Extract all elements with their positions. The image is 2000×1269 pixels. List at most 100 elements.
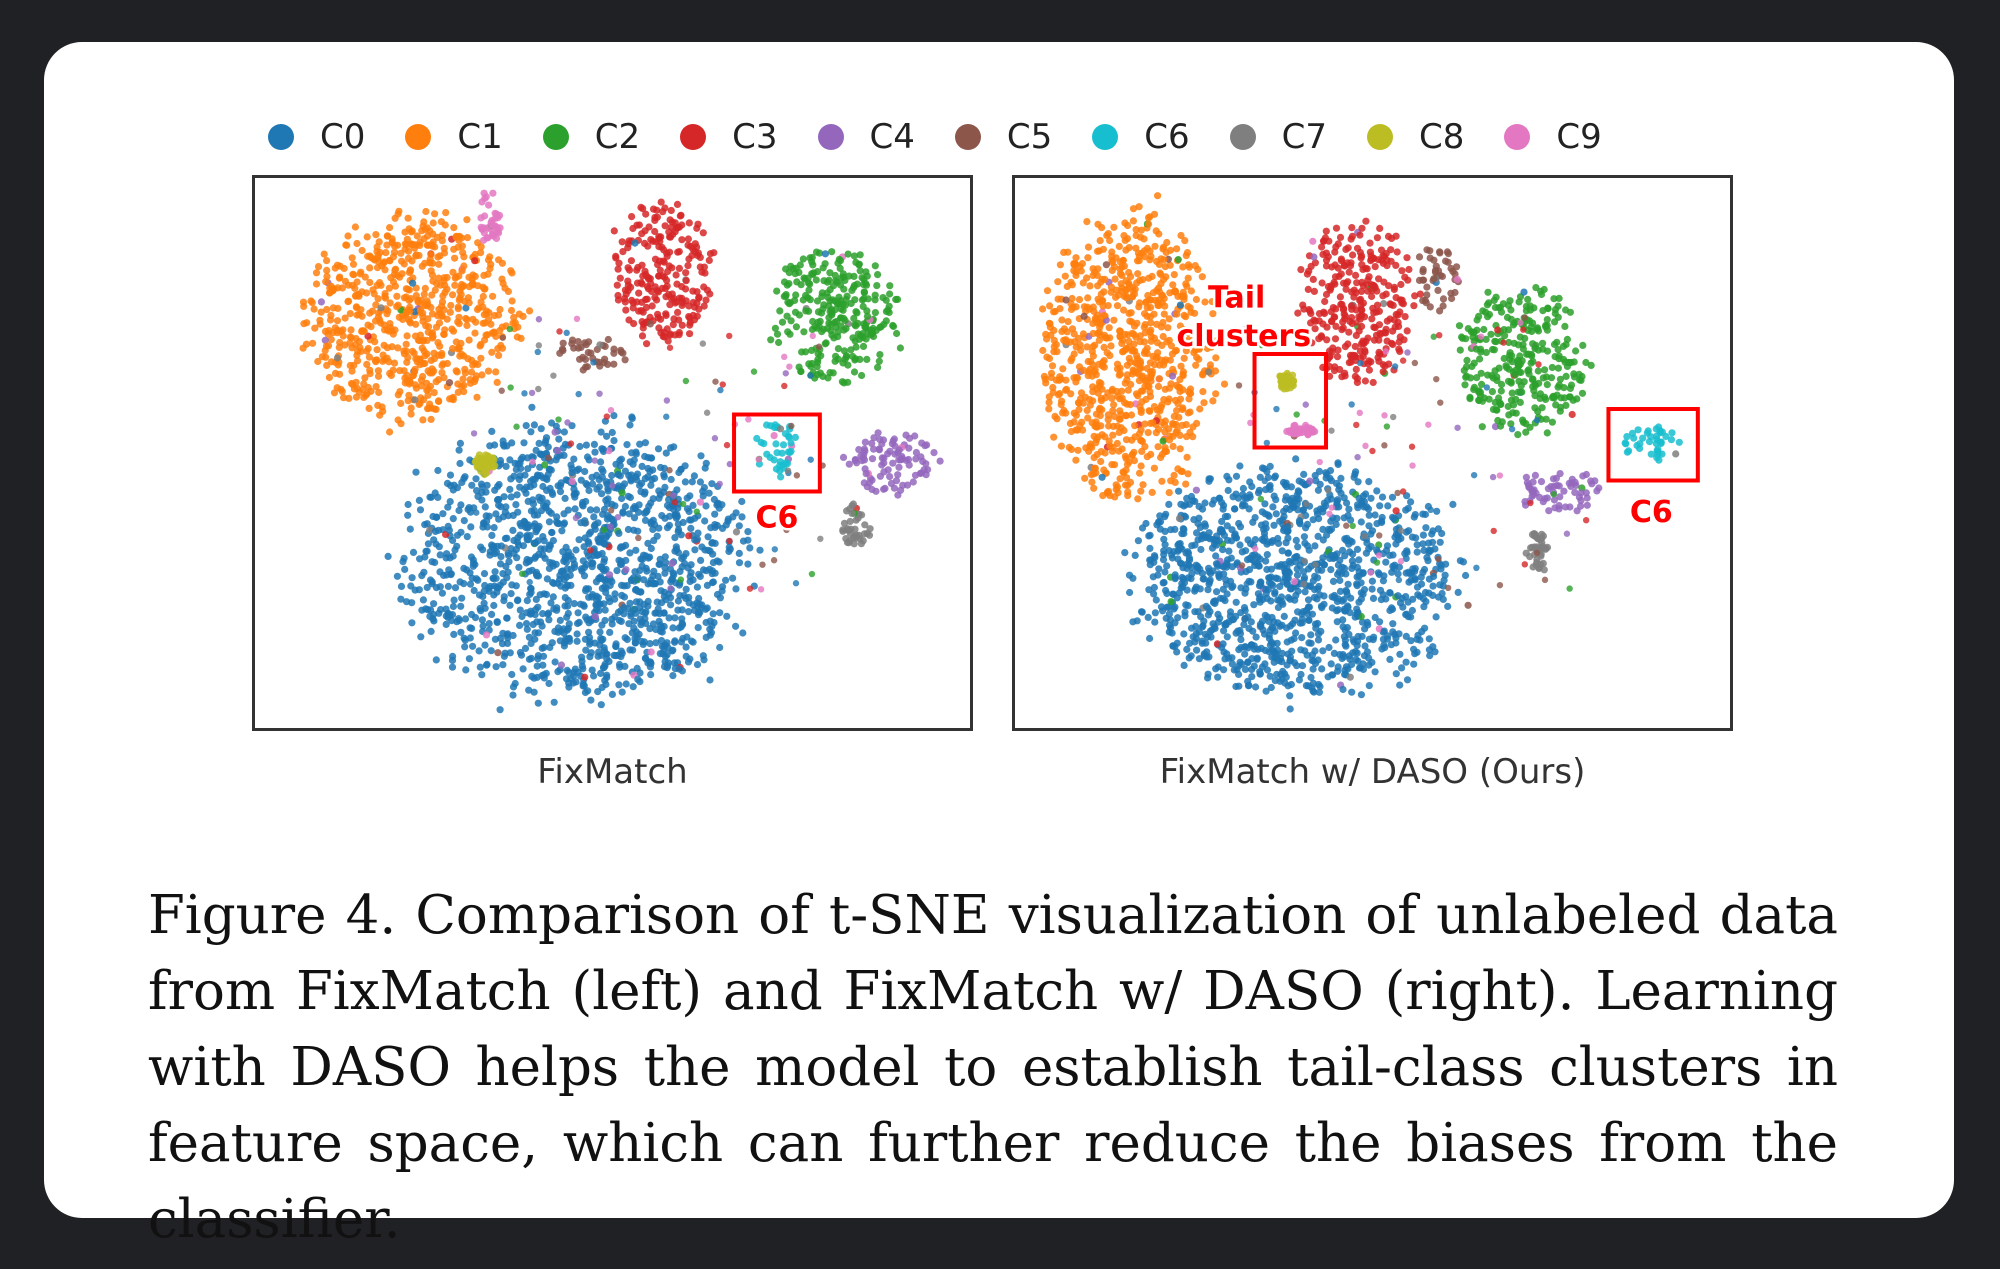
scatter-point [670,443,678,451]
scatter-point [579,601,588,609]
scatter-point [621,356,629,364]
scatter-point [447,571,455,579]
scatter-point [663,524,672,532]
scatter-point [492,368,500,376]
scatter-point [582,441,590,449]
scatter-point [458,594,466,602]
scatter-point [312,269,321,277]
scatter-point [608,690,616,699]
scatter-point [1050,348,1058,356]
scatter-point [350,385,358,393]
scatter-point [1356,354,1365,362]
scatter-point [503,574,511,582]
scatter-point [1365,478,1373,486]
scatter-point [535,316,543,323]
scatter-point [481,457,489,465]
scatter-point [1164,398,1172,406]
scatter-point [555,416,562,423]
scatter-point [535,439,543,447]
scatter-point [412,468,420,476]
scatter-point [782,370,789,377]
scatter-point [610,360,618,368]
scatter-point [1195,514,1203,522]
scatter-point [494,482,502,490]
scatter-point [1058,316,1066,324]
scatter-point [533,618,541,626]
scatter-point [655,243,663,251]
scatter-point [1195,355,1203,363]
scatter-point [1363,265,1371,273]
scatter-point [1383,337,1391,345]
scatter-point [785,269,793,277]
scatter-point [1475,312,1483,320]
scatter-point [1102,261,1110,269]
scatter-point [732,585,740,593]
scatter-point [620,610,628,618]
scatter-point [1089,329,1097,338]
scatter-point [542,590,551,599]
scatter-point [850,284,858,292]
scatter-point [780,292,788,300]
scatter-point [426,576,435,584]
scatter-point [582,363,590,371]
scatter-point [1175,413,1183,421]
scatter-point [641,439,649,447]
scatter-point [895,446,903,454]
scatter-point [880,468,888,476]
scatter-point [1375,336,1383,344]
scatter-point [388,239,396,247]
scatter-point [1360,498,1368,506]
scatter-point [403,332,411,340]
scatter-point [598,549,606,558]
scatter-point [565,683,573,691]
scatter-point [480,224,488,232]
scatter-point [337,385,345,394]
scatter-point [834,345,843,353]
scatter-point [507,475,515,483]
scatter-point [615,529,623,537]
scatter-point [1154,443,1162,451]
scatter-point [435,376,443,384]
scatter-point [326,316,335,324]
scatter-point [568,477,576,485]
scatter-point [613,567,621,575]
scatter-point [512,465,520,474]
scatter-point [871,296,879,304]
scatter-point [515,310,523,318]
scatter-point [587,349,595,357]
scatter-point [552,560,560,568]
scatter-point [438,369,446,377]
scatter-point [666,467,673,474]
scatter-point [875,357,883,365]
scatter-point [1340,304,1348,313]
scatter-point [1129,205,1138,213]
scatter-point [1146,359,1154,367]
scatter-point [850,252,859,260]
scatter-point [427,356,435,364]
scatter-point [649,205,658,213]
scatter-point [1556,407,1564,415]
scatter-point [1072,456,1080,464]
scatter-point [1045,393,1053,401]
scatter-point [1103,334,1111,342]
scatter-point [344,232,352,240]
scatter-point [409,548,418,556]
scatter-point [865,531,874,539]
scatter-point [1554,346,1562,354]
scatter-point [411,308,419,316]
scatter-point [559,548,567,556]
scatter-point [1223,522,1231,530]
scatter-point [405,225,413,233]
scatter-point [1062,336,1070,344]
scatter-point [1174,465,1182,473]
scatter-point [936,457,944,465]
scatter-point [580,572,589,580]
legend-marker [1504,124,1531,150]
scatter-point [358,246,366,255]
scatter-point [1128,292,1137,300]
scatter-point [716,643,724,652]
scatter-point [1083,218,1091,226]
scatter-point [1173,245,1181,253]
scatter-point [588,593,596,601]
scatter-point [598,465,606,473]
